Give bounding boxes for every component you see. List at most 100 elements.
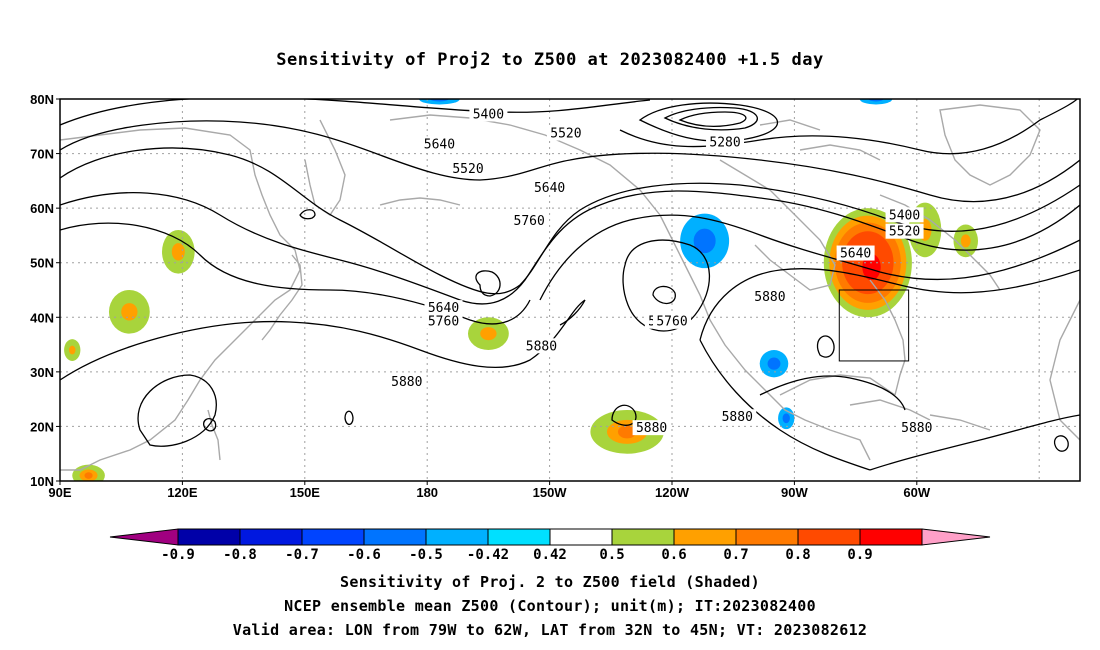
shade-ring-neg0.5 [419, 99, 460, 105]
sensitivity-shading [64, 99, 978, 481]
colorbar-label: 0.6 [661, 547, 686, 563]
contour-label-text: 5880 [526, 339, 557, 354]
lat-label: 10N [30, 474, 54, 489]
contour-label-bg [510, 212, 549, 228]
colorbar-label: -0.6 [347, 547, 381, 563]
footer-line-1: Sensitivity of Proj. 2 to Z500 field (Sh… [340, 573, 760, 591]
contour-label-text: 5400 [889, 208, 920, 223]
z500-contours [60, 99, 1080, 471]
contour-label: 5760 [510, 212, 549, 229]
contour-label: 5880 [387, 373, 426, 390]
shaded-hudson-neg [680, 213, 730, 269]
shade-ring-0.6 [171, 243, 185, 261]
shade-ring-neg0.6 [767, 357, 781, 370]
lat-label: 80N [30, 92, 54, 107]
contour-label-text: 5640 [424, 137, 455, 152]
shaded-india-pos [72, 464, 105, 481]
shade-ring-0.9 [862, 253, 881, 281]
lon-label: 120W [655, 485, 690, 500]
colorbar-label: -0.9 [161, 547, 195, 563]
graticule [60, 99, 1080, 481]
contour-label: 5520 [885, 223, 924, 240]
map-title: Sensitivity of Proj2 to Z500 at 20230824… [276, 50, 824, 70]
shaded-tibet-pos [64, 339, 81, 361]
contour-label-bg [885, 223, 924, 239]
shade-ring-0.7 [84, 472, 93, 479]
shaded-mongolia-pos [162, 229, 195, 274]
colorbar: -0.9 -0.8 -0.7 -0.6 -0.5 -0.42 0.42 0.5 0.6 0.7 0.… [109, 528, 991, 563]
contour-label-bg [897, 420, 936, 436]
map-frame [59, 98, 1081, 482]
lon-label: 150E [290, 485, 321, 500]
contour-label-text: 5880 [754, 290, 785, 305]
contour-label-bg [632, 420, 671, 436]
contour-label-text: 5760 [514, 214, 545, 229]
shade-ring-neg0.6 [693, 228, 716, 254]
shade-ring-0.6 [68, 345, 76, 355]
contour-label: 5640 [836, 245, 875, 262]
contour-label-text: 5640 [534, 181, 565, 196]
contour-label-bg [387, 373, 426, 389]
contour-label: 5400 [469, 106, 508, 122]
colorbar-label: -0.5 [409, 547, 443, 563]
contour-label: 5760 [653, 313, 691, 330]
shaded-asia-pos [108, 290, 150, 334]
contour-label-bg [750, 289, 789, 305]
coastlines [60, 104, 1080, 471]
contour-label-bg [546, 125, 585, 141]
shaded-pacific-pos [468, 317, 509, 351]
contour-label: 5640 [420, 136, 459, 152]
contour-label-bg [522, 338, 561, 354]
contour-label-text: 5880 [722, 410, 753, 425]
colorbar-swatch [797, 528, 861, 546]
contour-label: 5640 [530, 180, 569, 196]
contour-label-text: 5640 [840, 247, 871, 262]
colorbar-swatch [611, 528, 675, 546]
lat-label: 50N [30, 256, 54, 271]
lat-label: 70N [30, 147, 54, 162]
colorbar-swatch [735, 528, 799, 546]
contour-label-bg [718, 409, 757, 425]
footer-line-2: NCEP ensemble mean Z500 (Contour); unit(… [284, 597, 816, 615]
contour-label: 5400 [885, 207, 924, 223]
contour-label: 5280 [706, 134, 745, 151]
contour-label-bg [706, 134, 745, 150]
contour-label-text: 5760 [428, 315, 459, 330]
lon-label: 90W [781, 485, 808, 500]
shade-ring-neg0.6 [782, 413, 790, 424]
contour-label-text: 5760 [656, 315, 687, 330]
colorbar-label: 0.42 [533, 547, 567, 563]
contour-label: 5760 [424, 313, 463, 330]
colorbar-label: 0.5 [599, 547, 624, 563]
lon-label: 150W [533, 485, 568, 500]
lat-label: 20N [30, 419, 54, 434]
lat-label: 30N [30, 365, 54, 380]
shaded-atl-east2-pos [953, 224, 978, 258]
colorbar-arrow-left [109, 528, 179, 546]
lat-label: 60N [30, 201, 54, 216]
contour-label-text: 5640 [428, 301, 459, 316]
contour-label-text: 5520 [889, 225, 920, 240]
colorbar-swatch [239, 528, 303, 546]
shade-ring-neg0.5 [859, 99, 893, 105]
contour-label: 5880 [897, 420, 936, 436]
lon-label: 60W [903, 485, 930, 500]
lon-label: 120E [167, 485, 198, 500]
colorbar-label: 0.9 [847, 547, 872, 563]
contour-label: 5880 [718, 409, 757, 425]
contour-label-text: 5880 [636, 421, 667, 436]
shade-ring-0.6 [960, 234, 971, 248]
contour-label-bg [653, 313, 691, 329]
colorbar-label: -0.7 [285, 547, 319, 563]
colorbar-label: 0.7 [723, 547, 748, 563]
contour-label-text: 5400 [473, 107, 504, 122]
colorbar-swatch [177, 528, 241, 546]
colorbar-swatch [673, 528, 737, 546]
shade-ring-0.7 [617, 425, 637, 439]
contour-label-text: 5880 [901, 421, 932, 436]
contour-label: 5520 [449, 160, 487, 177]
contour-label-bg [530, 180, 569, 196]
contour-label: 5880 [522, 338, 561, 354]
